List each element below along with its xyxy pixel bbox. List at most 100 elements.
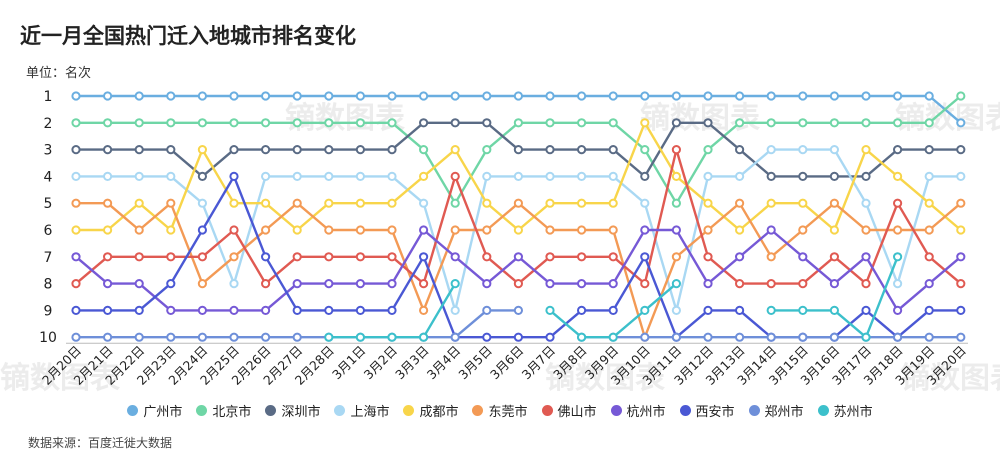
- data-point: [608, 118, 618, 128]
- watermark-text: 镝数图表: [545, 361, 665, 396]
- data-point: [71, 91, 81, 101]
- data-point: [355, 252, 365, 262]
- series-10: [324, 252, 903, 342]
- legend-item[interactable]: 广州市: [127, 401, 182, 420]
- data-point: [798, 145, 808, 155]
- y-tick-label: 7: [44, 250, 53, 266]
- data-point: [71, 332, 81, 342]
- data-point: [829, 252, 840, 262]
- data-point: [513, 279, 524, 289]
- data-point: [450, 252, 460, 262]
- data-point: [640, 252, 650, 262]
- data-point: [103, 91, 113, 101]
- data-point: [703, 171, 713, 181]
- watermark-text: 镝数图表: [0, 361, 120, 396]
- data-point: [861, 171, 871, 181]
- data-point: [956, 145, 966, 155]
- data-point: [545, 252, 555, 262]
- data-point: [355, 118, 365, 128]
- data-point: [608, 225, 618, 235]
- data-point: [703, 279, 713, 289]
- data-point: [261, 279, 271, 289]
- data-point: [482, 145, 492, 155]
- data-point: [703, 145, 713, 155]
- data-point: [229, 305, 239, 315]
- legend-label: 佛山市: [557, 405, 597, 420]
- data-point: [671, 225, 682, 235]
- x-tick-label: 3月3日: [392, 343, 432, 383]
- data-point: [703, 305, 713, 315]
- data-point: [103, 252, 113, 262]
- series-line: [75, 228, 962, 312]
- data-point: [261, 198, 271, 208]
- legend-marker: [334, 405, 346, 416]
- data-point: [292, 118, 302, 128]
- data-point: [482, 279, 492, 289]
- data-point: [134, 252, 144, 262]
- series-line: [771, 256, 899, 339]
- data-point: [766, 225, 776, 235]
- legend-item[interactable]: 佛山市: [541, 401, 597, 420]
- legend-item[interactable]: 苏州市: [817, 401, 873, 420]
- data-point: [798, 279, 808, 289]
- data-point: [324, 91, 334, 101]
- data-point: [956, 279, 966, 289]
- data-point: [735, 198, 745, 208]
- y-tick-label: 5: [44, 196, 53, 212]
- data-point: [261, 171, 271, 181]
- data-point: [166, 145, 176, 155]
- data-point: [450, 118, 460, 128]
- y-tick-label: 4: [44, 169, 53, 185]
- watermark-text: 镝数图表: [285, 101, 405, 136]
- data-point: [229, 145, 239, 155]
- data-point: [893, 225, 903, 235]
- data-point: [71, 305, 81, 315]
- y-tick-label: 6: [44, 223, 53, 239]
- data-point: [482, 91, 492, 101]
- legend-item[interactable]: 郑州市: [748, 401, 804, 420]
- legend-item[interactable]: 北京市: [196, 401, 251, 420]
- data-point: [482, 118, 492, 128]
- data-point: [103, 198, 113, 208]
- data-point: [103, 118, 113, 128]
- data-point: [829, 91, 840, 101]
- data-point: [513, 118, 524, 128]
- data-point: [861, 118, 871, 128]
- data-point: [419, 332, 429, 342]
- legend-item[interactable]: 成都市: [403, 401, 458, 420]
- data-point: [513, 198, 524, 208]
- legend-item[interactable]: 深圳市: [265, 401, 320, 420]
- data-point: [197, 118, 207, 128]
- data-point: [355, 171, 365, 181]
- data-point: [640, 198, 650, 208]
- data-point: [513, 225, 524, 235]
- data-point: [103, 279, 113, 289]
- data-point: [640, 225, 650, 235]
- legend-item[interactable]: 西安市: [679, 401, 735, 420]
- data-point: [766, 332, 776, 342]
- data-point: [324, 145, 334, 155]
- data-point: [166, 332, 176, 342]
- legend-item[interactable]: 上海市: [334, 401, 389, 420]
- legend-item[interactable]: 东莞市: [472, 401, 528, 420]
- data-point: [956, 305, 966, 315]
- data-point: [419, 145, 429, 155]
- data-point: [766, 118, 776, 128]
- data-point: [450, 145, 460, 155]
- legend-marker: [748, 405, 760, 416]
- legend-marker: [403, 405, 415, 416]
- data-point: [482, 252, 492, 262]
- data-point: [545, 198, 555, 208]
- data-point: [450, 91, 460, 101]
- data-point: [513, 91, 524, 101]
- data-point: [387, 252, 397, 262]
- data-point: [924, 279, 934, 289]
- data-point: [608, 332, 618, 342]
- legend-label: 成都市: [419, 405, 459, 420]
- data-point: [893, 118, 903, 128]
- legend-item[interactable]: 杭州市: [610, 401, 666, 420]
- legend-marker: [679, 405, 691, 416]
- data-point: [103, 171, 113, 181]
- data-point: [261, 145, 271, 155]
